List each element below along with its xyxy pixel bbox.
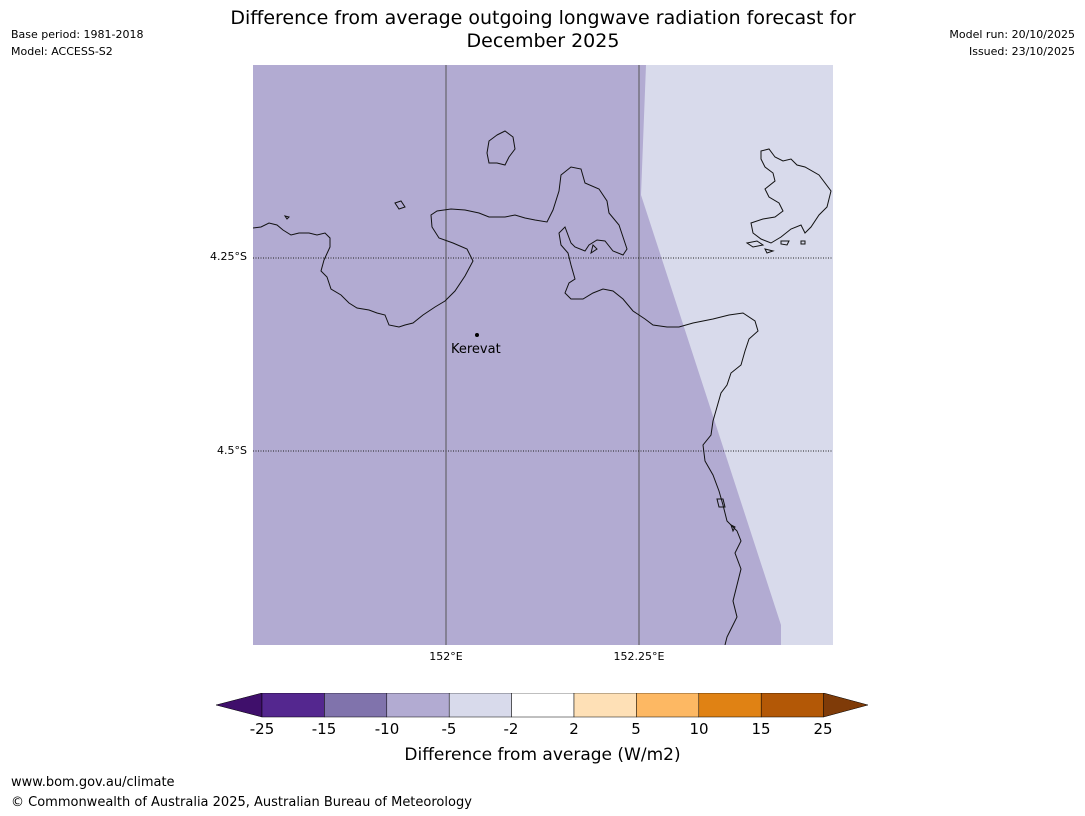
colorbar-bin-9 [760, 693, 824, 718]
colorbar-tick: -5 [441, 720, 457, 738]
issued-text: Issued: 23/10/2025 [968, 45, 1075, 58]
lat-label-4-25s: 4.25°S [210, 250, 247, 263]
map-canvas [253, 65, 833, 645]
colorbar-tick: 5 [631, 720, 641, 738]
metadata-left: Base period: 1981-2018 Model: ACCESS-S2 [11, 26, 143, 60]
base-period-text: Base period: 1981-2018 [11, 28, 144, 41]
metadata-right: Model run: 20/10/2025 Issued: 23/10/2025 [949, 26, 1075, 60]
colorbar-bin-2 [324, 693, 388, 718]
colorbar-tick: 10 [689, 720, 709, 738]
map-title: Difference from average outgoing longwav… [190, 7, 896, 53]
lon-label-152e: 152°E [429, 650, 463, 663]
colorbar-bin-1 [261, 693, 325, 718]
colorbar-bin-4 [448, 693, 512, 718]
model-run-text: Model run: 20/10/2025 [949, 28, 1075, 41]
place-label-kerevat: Kerevat [451, 342, 501, 357]
colorbar [216, 693, 869, 718]
footer-url: www.bom.gov.au/climate [11, 775, 175, 790]
colorbar-bin-6 [573, 693, 637, 718]
footer-copyright: © Commonwealth of Australia 2025, Austra… [11, 795, 472, 810]
title-line-1: Difference from average outgoing longwav… [230, 7, 856, 29]
west-anomaly-zone [253, 65, 781, 645]
forecast-map [253, 65, 833, 645]
colorbar-tick: -15 [311, 720, 337, 738]
colorbar-tick: -25 [249, 720, 275, 738]
colorbar-bin-5 [511, 693, 575, 718]
lat-label-4-5s: 4.5°S [217, 444, 247, 457]
colorbar-extend-high [823, 693, 869, 718]
colorbar-bin-8 [698, 693, 762, 718]
colorbar-tick: 2 [569, 720, 579, 738]
colorbar-tick: -10 [374, 720, 400, 738]
colorbar-tick: 15 [751, 720, 771, 738]
colorbar-label: Difference from average (W/m2) [404, 745, 681, 765]
kerevat-marker [475, 333, 479, 337]
colorbar-tick: 25 [813, 720, 833, 738]
colorbar-extend-low [216, 693, 263, 718]
model-text: Model: ACCESS-S2 [11, 45, 113, 58]
title-line-2: December 2025 [466, 30, 620, 52]
colorbar-bin-3 [386, 693, 450, 718]
colorbar-tick: -2 [503, 720, 519, 738]
colorbar-bin-7 [636, 693, 700, 718]
coastline [253, 130, 832, 645]
lon-label-152-25e: 152.25°E [613, 650, 665, 663]
